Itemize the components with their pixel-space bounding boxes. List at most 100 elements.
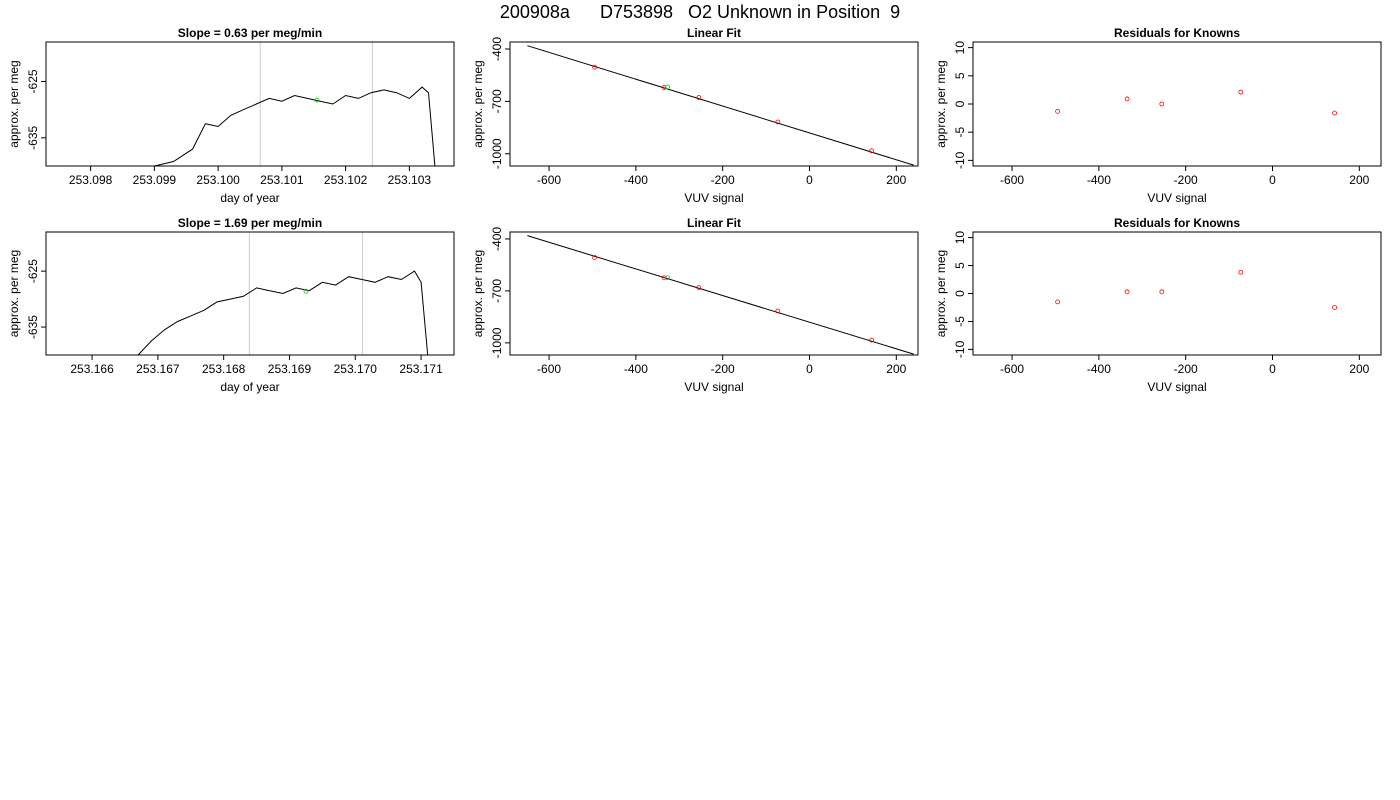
y-tick-label: -400 (490, 227, 504, 251)
x-tick-label: 253.101 (260, 173, 304, 187)
plot-area (527, 235, 914, 355)
data-point (869, 148, 874, 154)
data-point (1238, 89, 1244, 95)
x-tick-label: 0 (1269, 173, 1276, 187)
x-tick-label: 200 (886, 173, 906, 187)
x-axis-label: VUV signal (1147, 191, 1206, 205)
x-tick-label: -200 (1174, 173, 1198, 187)
x-tick-label: 0 (806, 362, 813, 376)
panel-title: Linear Fit (687, 26, 741, 40)
x-tick-label: -400 (1087, 362, 1111, 376)
x-tick-label: 253.100 (196, 173, 240, 187)
data-point (775, 308, 781, 314)
y-tick-label: -625 (26, 259, 40, 283)
figure-title: 200908a D753898 O2 Unknown in Position 9 (499, 2, 901, 22)
x-axis-label: VUV signal (684, 380, 743, 394)
plot-area (137, 232, 429, 355)
x-axis-label: VUV signal (684, 191, 743, 205)
x-tick-label: 0 (806, 173, 813, 187)
data-point (1332, 305, 1337, 310)
data-point (1055, 299, 1061, 305)
x-tick-label: 253.103 (388, 173, 432, 187)
y-axis-label: approx. per meg (7, 250, 21, 337)
data-point (661, 275, 667, 281)
plot-frame (972, 231, 1382, 356)
y-tick-label: -10 (953, 151, 967, 169)
plot-area (154, 42, 436, 166)
y-tick-label: 0 (953, 290, 967, 297)
y-tick-label: -1000 (490, 327, 504, 358)
x-tick-label: 200 (886, 362, 906, 376)
data-point (1124, 96, 1130, 102)
plot-frame (972, 41, 1382, 167)
x-tick-label: 200 (1349, 173, 1369, 187)
x-tick-label: 200 (1349, 362, 1369, 376)
chart-panel-1: 253.098 253.099 253.100 253.101 253.102 253.1… (7, 26, 455, 205)
data-point (869, 337, 874, 343)
y-tick-label: -5 (953, 127, 967, 138)
fit-line (527, 235, 914, 355)
panel-title: Residuals for Knowns (1114, 26, 1240, 40)
data-point (661, 85, 667, 90)
data-point (1332, 110, 1337, 116)
x-axis-label: day of year (220, 191, 279, 205)
y-tick-label: -10 (953, 340, 967, 358)
plot-frame (45, 231, 455, 356)
plot-area (1055, 269, 1337, 310)
chart-panel-5: -600 -400 -200 0 200 -400 -700 -1000 Linear Fit V… (471, 216, 919, 394)
panel-title: Slope = 1.69 per meg/min (178, 216, 322, 230)
x-tick-label: 253.166 (70, 362, 114, 376)
x-tick-label: -400 (624, 362, 648, 376)
chart-panel-4: 253.166 253.167 253.168 253.169 253.170 253.1… (7, 216, 455, 394)
plot-frame (45, 41, 455, 167)
y-tick-label: 10 (953, 41, 967, 55)
unknown-point (314, 97, 320, 103)
y-tick-label: -400 (490, 37, 504, 61)
x-tick-label: -600 (1000, 362, 1024, 376)
x-tick-label: -600 (537, 362, 561, 376)
y-tick-label: 0 (953, 100, 967, 107)
y-tick-label: -5 (953, 316, 967, 327)
y-tick-label: -635 (26, 125, 40, 149)
y-tick-label: 5 (953, 72, 967, 79)
x-tick-label: 253.170 (334, 362, 378, 376)
panel-title: Slope = 0.63 per meg/min (178, 26, 322, 40)
chart-panel-2: -600 -400 -200 0 200 -400 -700 -1000 Linear Fit V… (471, 26, 919, 205)
x-tick-label: 253.102 (324, 173, 368, 187)
x-tick-label: -200 (1174, 362, 1198, 376)
data-point (592, 64, 598, 70)
x-tick-label: 253.099 (133, 173, 177, 187)
x-tick-label: -200 (711, 362, 735, 376)
data-point (775, 119, 781, 125)
data-point (696, 285, 702, 291)
y-tick-label: 10 (953, 231, 967, 245)
x-tick-label: 253.171 (399, 362, 443, 376)
y-tick-label: -625 (26, 69, 40, 93)
data-point (696, 95, 702, 100)
x-axis-label: day of year (220, 380, 279, 394)
data-point (1159, 289, 1165, 295)
panel-title: Linear Fit (687, 216, 741, 230)
data-point (1238, 269, 1244, 275)
y-axis-label: approx. per meg (471, 60, 485, 147)
x-tick-label: 253.098 (69, 173, 113, 187)
unknown-point (665, 84, 670, 90)
x-tick-label: -400 (1087, 173, 1111, 187)
x-tick-label: -400 (624, 173, 648, 187)
plot-area (527, 45, 914, 166)
data-point (1159, 101, 1165, 107)
series-line (137, 270, 429, 355)
y-axis-label: approx. per meg (471, 250, 485, 337)
x-tick-label: -600 (1000, 173, 1024, 187)
y-axis-label: approx. per meg (934, 60, 948, 147)
chart-panel-3: -600 -400 -200 0 200 -10 -5 0 5 10 Residuals for K… (934, 26, 1382, 205)
data-point (1124, 289, 1130, 295)
fit-line (527, 45, 914, 166)
y-axis-label: approx. per meg (7, 60, 21, 147)
y-tick-label: -700 (490, 279, 504, 303)
x-tick-label: 253.169 (268, 362, 312, 376)
series-line (154, 86, 436, 166)
x-axis-label: VUV signal (1147, 380, 1206, 394)
x-tick-label: -200 (711, 173, 735, 187)
